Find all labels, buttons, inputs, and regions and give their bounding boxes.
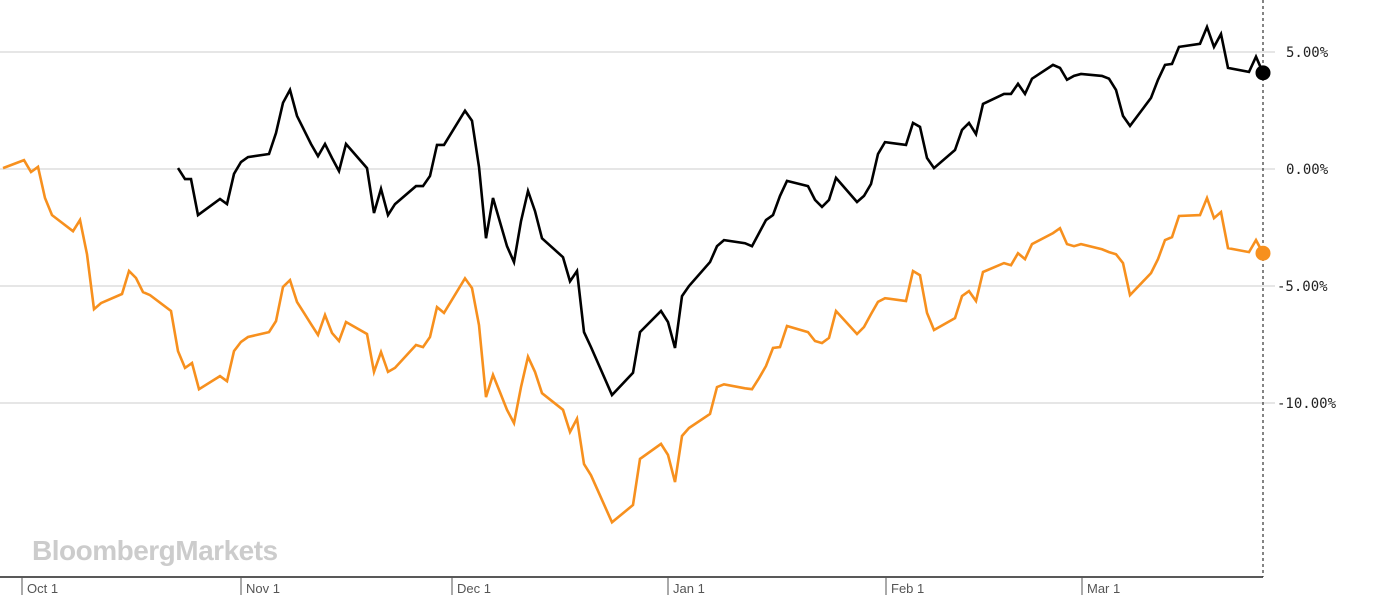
x-tick-label: Oct 1 [27, 581, 58, 596]
y-gridlines [0, 51, 1275, 404]
bloomberg-markets-watermark: BloombergMarkets [32, 535, 278, 566]
x-tick-label: Dec 1 [457, 581, 491, 596]
y-tick-label: 0.00% [1286, 162, 1329, 178]
x-tick-label: Jan 1 [673, 581, 705, 596]
orange-series-line [2, 158, 1265, 525]
x-axis-ticks: Oct 1 Nov 1 Dec 1 Jan 1 Feb 1 Mar 1 [21, 577, 1120, 596]
black-series-line [176, 23, 1265, 398]
y-axis-labels: 5.00% 0.00% -5.00% -10.00% [1277, 45, 1337, 412]
x-tick-label: Nov 1 [246, 581, 280, 596]
data-series [2, 23, 1271, 525]
orange-series-end-marker [1255, 245, 1271, 261]
y-tick-label: -10.00% [1277, 396, 1337, 412]
x-tick-label: Feb 1 [891, 581, 924, 596]
y-tick-label: 5.00% [1286, 45, 1329, 61]
x-tick-label: Mar 1 [1087, 581, 1120, 596]
black-series-end-marker [1255, 65, 1271, 81]
y-tick-label: -5.00% [1277, 279, 1328, 295]
